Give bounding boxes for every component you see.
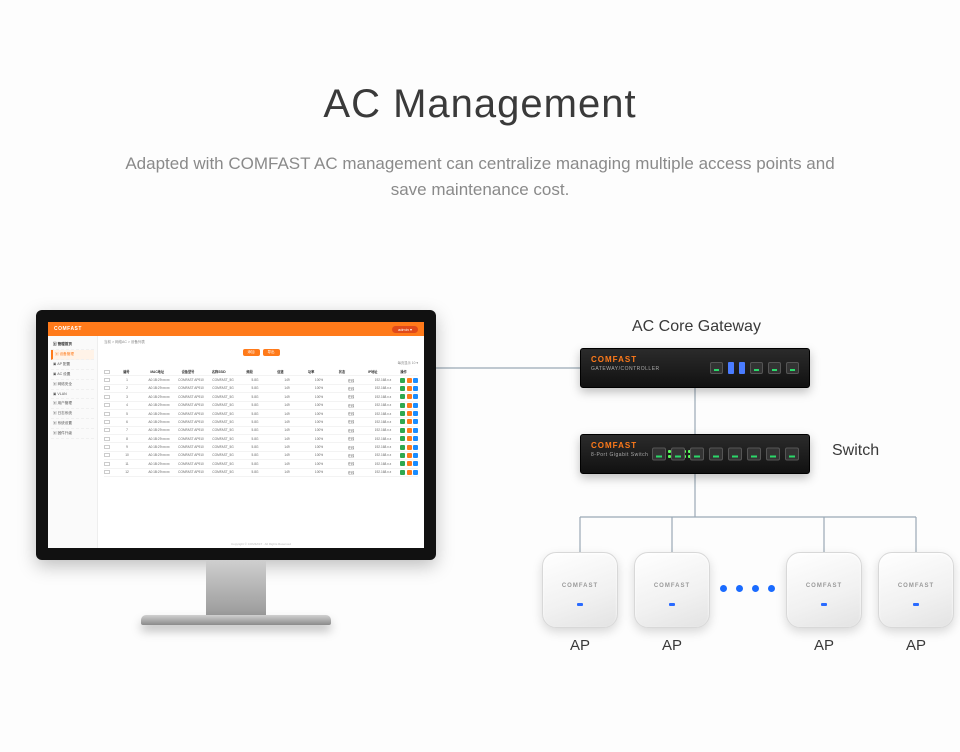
ethernet-port-icon xyxy=(768,362,781,374)
table-row[interactable]: 11A0:1B:29:xx:xxCOMFAST AP910COMFAST_5G5… xyxy=(104,460,418,468)
table-row[interactable]: 5A0:1B:29:xx:xxCOMFAST AP910COMFAST_5G5.… xyxy=(104,410,418,418)
sidebar-item[interactable]: ▣ 系统设置 xyxy=(51,419,94,429)
monitor-base xyxy=(141,615,331,625)
screen-footer: Copyright © COMFAST · All Rights Reserve… xyxy=(98,542,424,546)
ethernet-port-icon xyxy=(690,448,704,461)
usb-port-icon xyxy=(728,362,734,374)
sidebar-item[interactable]: ▣ 设备管理 xyxy=(51,350,94,360)
ap-label: AP xyxy=(542,637,618,654)
ap-led-icon xyxy=(577,603,583,606)
access-point: COMFAST xyxy=(634,552,710,628)
sidebar-item[interactable]: ▣ VLAN xyxy=(51,390,94,399)
ap-label: AP xyxy=(634,637,710,654)
network-switch: COMFAST 8-Port Gigabit Switch xyxy=(580,434,810,474)
table-row[interactable]: 2A0:1B:29:xx:xxCOMFAST AP910COMFAST_5G5.… xyxy=(104,385,418,393)
ap-led-icon xyxy=(669,603,675,606)
ap-brand: COMFAST xyxy=(787,583,861,589)
sidebar-item[interactable]: ▣ 日志系统 xyxy=(51,409,94,419)
table-header-row: 编号MAC地址设备型号名称SSID频段信道功率状态IP地址操作 xyxy=(104,368,418,376)
page-size-filter[interactable]: 每页显示 10 ▾ xyxy=(104,360,418,365)
sidebar-item[interactable]: ▣ AP 配置 xyxy=(51,360,94,370)
table-row[interactable]: 10A0:1B:29:xx:xxCOMFAST AP910COMFAST_5G5… xyxy=(104,452,418,460)
access-point: COMFAST xyxy=(878,552,954,628)
device-table: 编号MAC地址设备型号名称SSID频段信道功率状态IP地址操作1A0:1B:29… xyxy=(104,368,418,477)
ap-label: AP xyxy=(786,637,862,654)
table-row[interactable]: 4A0:1B:29:xx:xxCOMFAST AP910COMFAST_5G5.… xyxy=(104,402,418,410)
ethernet-port-icon xyxy=(786,362,799,374)
ethernet-port-icon xyxy=(710,362,723,374)
btn-add[interactable]: 添加 xyxy=(243,349,260,356)
switch-ports xyxy=(652,448,799,461)
screen-brand: COMFAST xyxy=(54,326,82,332)
ethernet-port-icon xyxy=(728,448,742,461)
ellipsis-dots-icon xyxy=(720,585,775,592)
page-subtitle: Adapted with COMFAST AC management can c… xyxy=(120,151,840,202)
table-row[interactable]: 8A0:1B:29:xx:xxCOMFAST AP910COMFAST_5G5.… xyxy=(104,435,418,443)
management-pc: COMFAST admin ▾ ▣ 管理首页▣ 设备管理▣ AP 配置▣ AC … xyxy=(36,310,436,625)
ethernet-port-icon xyxy=(652,448,666,461)
monitor-bezel: COMFAST admin ▾ ▣ 管理首页▣ 设备管理▣ AP 配置▣ AC … xyxy=(36,310,436,560)
ethernet-port-icon xyxy=(671,448,685,461)
ap-led-icon xyxy=(913,603,919,606)
access-point: COMFAST xyxy=(786,552,862,628)
screen-main: 当前 > 网络AC > 设备列表 添加 导出 每页显示 10 ▾ 编号MAC地址… xyxy=(98,336,424,548)
ap-brand: COMFAST xyxy=(635,583,709,589)
ethernet-port-icon xyxy=(709,448,723,461)
table-row[interactable]: 6A0:1B:29:xx:xxCOMFAST AP910COMFAST_5G5.… xyxy=(104,418,418,426)
ethernet-port-icon xyxy=(747,448,761,461)
table-row[interactable]: 1A0:1B:29:xx:xxCOMFAST AP910COMFAST_5G5.… xyxy=(104,376,418,384)
ac-core-gateway: COMFAST GATEWAY/CONTROLLER xyxy=(580,348,810,388)
sidebar-item[interactable]: ▣ 用户管理 xyxy=(51,399,94,409)
usb-port-icon xyxy=(739,362,745,374)
switch-label: Switch xyxy=(832,442,879,460)
screen-header: COMFAST admin ▾ xyxy=(48,322,424,336)
monitor-neck xyxy=(206,560,266,615)
ap-label: AP xyxy=(878,637,954,654)
gateway-label: AC Core Gateway xyxy=(632,318,761,336)
gateway-ports xyxy=(710,362,799,374)
table-row[interactable]: 12A0:1B:29:xx:xxCOMFAST AP910COMFAST_5G5… xyxy=(104,469,418,477)
ethernet-port-icon xyxy=(785,448,799,461)
table-row[interactable]: 3A0:1B:29:xx:xxCOMFAST AP910COMFAST_5G5.… xyxy=(104,393,418,401)
access-point: COMFAST xyxy=(542,552,618,628)
sidebar-item[interactable]: ▣ 固件升级 xyxy=(51,429,94,439)
monitor-screen: COMFAST admin ▾ ▣ 管理首页▣ 设备管理▣ AP 配置▣ AC … xyxy=(48,322,424,548)
topology-diagram: COMFAST admin ▾ ▣ 管理首页▣ 设备管理▣ AP 配置▣ AC … xyxy=(0,292,960,752)
sidebar-item[interactable]: ▣ AC 设置 xyxy=(51,370,94,380)
sidebar-item[interactable]: ▣ 网络安全 xyxy=(51,380,94,390)
screen-user-menu[interactable]: admin ▾ xyxy=(392,326,418,333)
ap-brand: COMFAST xyxy=(543,583,617,589)
ethernet-port-icon xyxy=(750,362,763,374)
screen-sidebar: ▣ 管理首页▣ 设备管理▣ AP 配置▣ AC 设置▣ 网络安全▣ VLAN▣ … xyxy=(48,336,98,548)
ap-led-icon xyxy=(821,603,827,606)
btn-export[interactable]: 导出 xyxy=(263,349,280,356)
page-title: AC Management xyxy=(0,82,960,127)
ap-brand: COMFAST xyxy=(879,583,953,589)
breadcrumb: 当前 > 网络AC > 设备列表 xyxy=(104,340,418,345)
table-row[interactable]: 7A0:1B:29:xx:xxCOMFAST AP910COMFAST_5G5.… xyxy=(104,427,418,435)
table-row[interactable]: 9A0:1B:29:xx:xxCOMFAST AP910COMFAST_5G5.… xyxy=(104,443,418,451)
ethernet-port-icon xyxy=(766,448,780,461)
sidebar-item[interactable]: ▣ 管理首页 xyxy=(51,340,94,350)
